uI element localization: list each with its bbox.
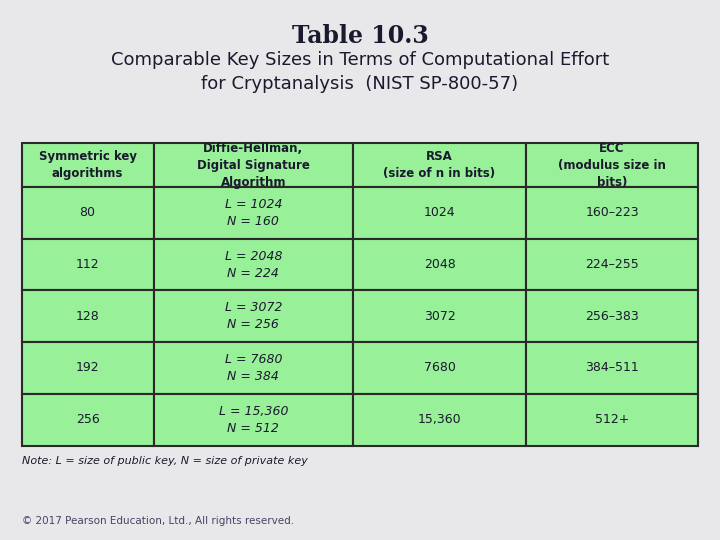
Bar: [153, 239, 354, 291]
Text: 2048: 2048: [423, 258, 455, 271]
Bar: [22, 394, 153, 445]
Text: 224–255: 224–255: [585, 258, 639, 271]
Bar: [22, 239, 153, 291]
Text: L = 15,360
N = 512: L = 15,360 N = 512: [219, 404, 288, 435]
Bar: [354, 342, 526, 394]
Bar: [526, 291, 698, 342]
Bar: [526, 342, 698, 394]
Bar: [526, 394, 698, 445]
Text: 160–223: 160–223: [585, 206, 639, 219]
Bar: [153, 342, 354, 394]
Text: 128: 128: [76, 310, 99, 323]
Bar: [354, 143, 526, 187]
Bar: [354, 187, 526, 239]
Bar: [526, 143, 698, 187]
Bar: [153, 143, 354, 187]
Text: 256: 256: [76, 413, 99, 426]
Text: 384–511: 384–511: [585, 361, 639, 374]
Text: © 2017 Pearson Education, Ltd., All rights reserved.: © 2017 Pearson Education, Ltd., All righ…: [22, 516, 294, 526]
Text: 512+: 512+: [595, 413, 629, 426]
Text: Symmetric key
algorithms: Symmetric key algorithms: [39, 150, 137, 180]
Bar: [153, 394, 354, 445]
Text: ECC
(modulus size in
bits): ECC (modulus size in bits): [558, 141, 666, 188]
Text: L = 2048
N = 224: L = 2048 N = 224: [225, 249, 282, 280]
Text: Note: L = size of public key, N = size of private key: Note: L = size of public key, N = size o…: [22, 456, 307, 467]
Bar: [22, 342, 153, 394]
Text: 80: 80: [80, 206, 96, 219]
Text: Diffie-Hellman,
Digital Signature
Algorithm: Diffie-Hellman, Digital Signature Algori…: [197, 141, 310, 188]
Bar: [354, 239, 526, 291]
Bar: [153, 291, 354, 342]
Bar: [526, 187, 698, 239]
Text: 7680: 7680: [423, 361, 456, 374]
Bar: [354, 291, 526, 342]
Bar: [526, 239, 698, 291]
Text: L = 7680
N = 384: L = 7680 N = 384: [225, 353, 282, 383]
Text: 1024: 1024: [423, 206, 455, 219]
Bar: [22, 291, 153, 342]
Text: 112: 112: [76, 258, 99, 271]
Text: 3072: 3072: [423, 310, 455, 323]
Text: Comparable Key Sizes in Terms of Computational Effort
for Cryptanalysis  (NIST S: Comparable Key Sizes in Terms of Computa…: [111, 51, 609, 93]
Text: 256–383: 256–383: [585, 310, 639, 323]
Text: L = 1024
N = 160: L = 1024 N = 160: [225, 198, 282, 228]
Bar: [354, 394, 526, 445]
Bar: [22, 187, 153, 239]
Bar: [22, 143, 153, 187]
Text: 192: 192: [76, 361, 99, 374]
Text: 15,360: 15,360: [418, 413, 462, 426]
Bar: [153, 187, 354, 239]
Text: Table 10.3: Table 10.3: [292, 24, 428, 48]
Text: L = 3072
N = 256: L = 3072 N = 256: [225, 301, 282, 331]
Text: RSA
(size of n in bits): RSA (size of n in bits): [384, 150, 495, 180]
